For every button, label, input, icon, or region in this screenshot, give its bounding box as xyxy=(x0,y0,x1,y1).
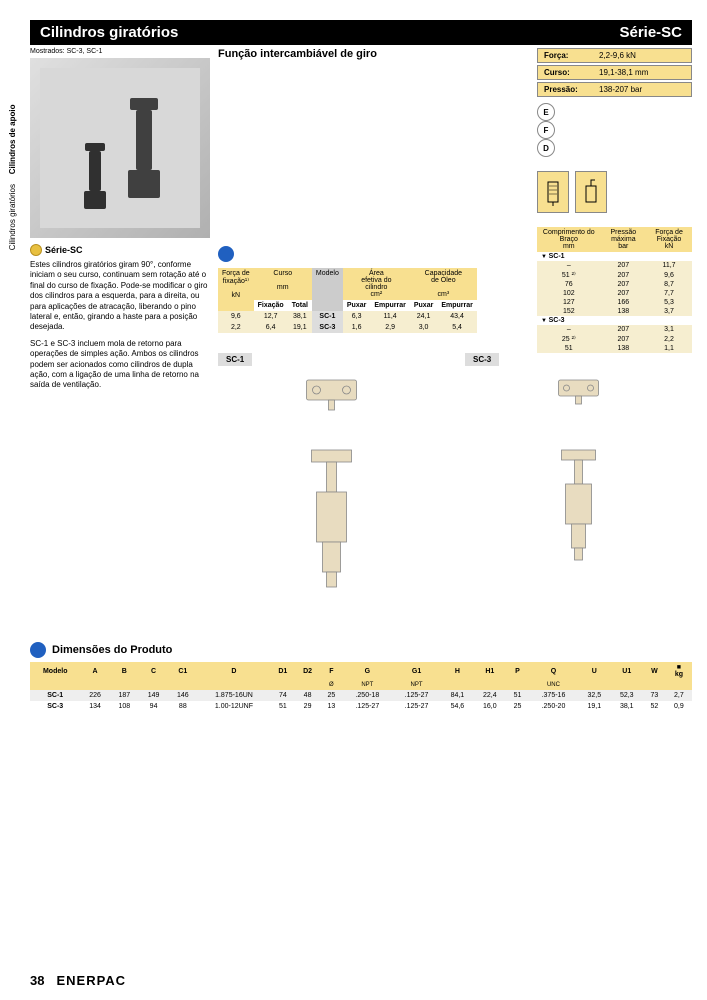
dimensions-table: ModeloABCC1DD1D2FGG1HH1PQUU1W■kg ØNPTNPT… xyxy=(30,662,692,712)
diagram-label-1: SC-1 xyxy=(218,353,252,366)
page-number: 38 xyxy=(30,973,44,988)
badge-e: E xyxy=(537,103,555,121)
info-icon xyxy=(218,246,234,262)
series-label: Série-SC xyxy=(30,244,210,256)
header-bar: Cilindros giratórios Série-SC xyxy=(30,20,692,45)
spec-pressure: Pressão:138-207 bar xyxy=(537,82,692,97)
spec-stroke: Curso:19,1-38,1 mm xyxy=(537,65,692,80)
arm-length-table: Comprimento do Braçomm Pressão máximabar… xyxy=(537,227,692,353)
brand-logo: ENERPAC xyxy=(56,973,126,988)
badge-f: F xyxy=(537,121,555,139)
footer: 38 ENERPAC xyxy=(30,973,126,988)
description-1: Estes cilindros giratórios giram 90°, co… xyxy=(30,260,210,333)
dim-icon xyxy=(30,642,46,658)
diagram-label-2: SC-3 xyxy=(465,353,499,366)
badges: E F D xyxy=(537,103,692,157)
main-spec-table: Força defixação¹⁾kN Cursomm Modelo Áreae… xyxy=(218,268,477,333)
header-left: Cilindros giratórios xyxy=(40,24,178,41)
dim-section-title: Dimensões do Produto xyxy=(30,642,692,658)
description-2: SC-1 e SC-3 incluem mola de retorno para… xyxy=(30,339,210,391)
dimension-diagrams: SC-1 xyxy=(218,353,692,622)
shown-label: Mostrados: SC-3, SC-1 xyxy=(30,48,210,55)
side-tab: Cilindros giratórios Cilindros de apoio xyxy=(8,100,17,254)
badge-d: D xyxy=(537,139,555,157)
cylinder-icons xyxy=(537,171,692,213)
product-photo xyxy=(30,58,210,238)
spec-force: Força:2,2-9,6 kN xyxy=(537,48,692,63)
specs-box: Força:2,2-9,6 kN Curso:19,1-38,1 mm Pres… xyxy=(537,48,692,213)
header-right: Série-SC xyxy=(619,24,682,41)
